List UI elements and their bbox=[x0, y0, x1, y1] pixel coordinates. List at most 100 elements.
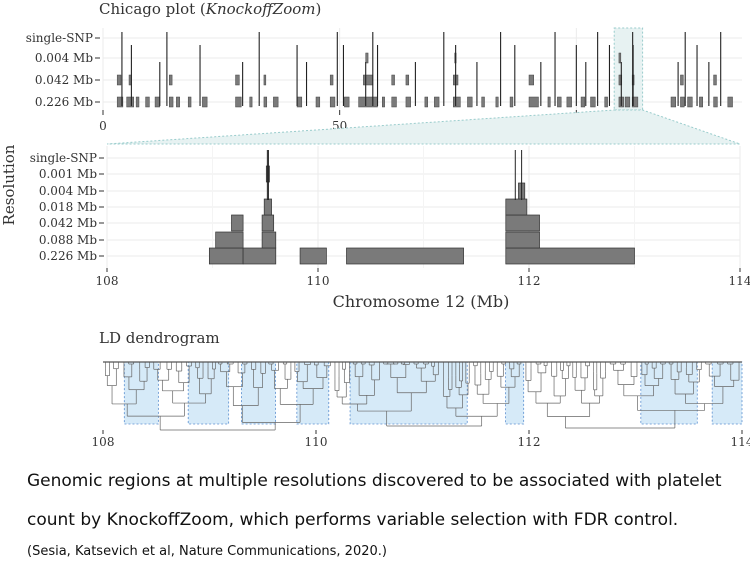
dendrogram-x-ticks: 108 110 112 114 bbox=[92, 430, 750, 449]
caption-line-1: Genomic regions at multiple resolutions … bbox=[27, 471, 722, 491]
x-axis-label: Chromosome 12 (Mb) bbox=[333, 292, 510, 311]
dendrogram-highlight bbox=[123, 361, 159, 425]
overview-y-tick-label: 0.226 Mb bbox=[35, 95, 93, 109]
overview-y-tick-label: 0.042 Mb bbox=[35, 73, 93, 87]
zoom-region bbox=[505, 247, 635, 265]
dendrogram-x-tick-label: 112 bbox=[518, 435, 541, 449]
overview-region bbox=[547, 96, 551, 108]
overview-region bbox=[727, 96, 733, 108]
overview-region bbox=[713, 96, 718, 108]
zoom-region bbox=[261, 214, 275, 232]
overview-region bbox=[467, 96, 473, 108]
overview-region bbox=[363, 74, 374, 86]
overview-region bbox=[382, 96, 385, 108]
overview-region bbox=[169, 96, 174, 108]
zoom-y-tick-label: 0.018 Mb bbox=[39, 200, 97, 214]
dendrogram-highlight bbox=[711, 361, 743, 425]
overview-region bbox=[126, 96, 135, 108]
zoom-region bbox=[346, 247, 464, 265]
overview-region bbox=[670, 96, 676, 108]
overview-region bbox=[176, 96, 180, 108]
zoom-y-tick-label: 0.001 Mb bbox=[39, 167, 97, 181]
overview-region bbox=[405, 96, 411, 108]
overview-region bbox=[365, 52, 369, 64]
overview-region bbox=[263, 74, 267, 86]
zoom-region bbox=[505, 214, 540, 232]
caption-line-2: count by KnockoffZoom, which performs va… bbox=[27, 510, 679, 530]
overview-region bbox=[202, 96, 208, 108]
overview-region bbox=[145, 96, 150, 108]
overview-region bbox=[235, 96, 242, 108]
overview-region bbox=[424, 96, 428, 108]
overview-region bbox=[624, 96, 631, 108]
zoom-y-tick-label: single-SNP bbox=[30, 151, 97, 165]
overview-region bbox=[116, 74, 122, 86]
zoom-y-tick-label: 0.226 Mb bbox=[39, 249, 97, 263]
dendrogram-highlight bbox=[640, 361, 698, 425]
overview-region bbox=[713, 74, 717, 86]
zoom-y-ticks: single-SNP 0.001 Mb 0.004 Mb 0.018 Mb 0.042 … bbox=[30, 151, 104, 263]
zoom-connector bbox=[106, 109, 741, 145]
overview-region bbox=[329, 96, 336, 108]
dendrogram-x-tick-label: 108 bbox=[92, 435, 115, 449]
overview-region bbox=[154, 96, 161, 108]
overview-region bbox=[187, 96, 192, 108]
overview-region bbox=[687, 96, 693, 108]
overview-region bbox=[528, 74, 534, 86]
dendrogram-tree bbox=[103, 361, 742, 431]
zoom-region bbox=[263, 198, 272, 216]
top-title: Chicago plot (KnockoffZoom) bbox=[99, 0, 321, 18]
overview-grid bbox=[102, 28, 742, 110]
overview-region bbox=[566, 96, 572, 108]
dendrogram-x-tick-label: 110 bbox=[305, 435, 328, 449]
zoom-x-tick-label: 112 bbox=[518, 274, 541, 288]
zoom-region bbox=[299, 247, 327, 265]
overview-region bbox=[263, 96, 268, 108]
overview-region bbox=[391, 96, 397, 108]
overview-region bbox=[296, 96, 303, 108]
overview-region bbox=[604, 96, 608, 108]
zoom-region bbox=[231, 214, 244, 232]
overview-region bbox=[509, 96, 514, 108]
overview-region bbox=[590, 96, 596, 108]
zoom-region bbox=[505, 231, 540, 249]
zoom-x-tick-label: 108 bbox=[96, 274, 119, 288]
overview-region bbox=[453, 96, 461, 108]
zoom-regions bbox=[208, 150, 635, 265]
zoom-region bbox=[242, 247, 277, 265]
dendrogram-x-tick-label: 114 bbox=[731, 435, 750, 449]
zoom-region bbox=[208, 247, 244, 265]
overview-x-tick-label: 0 bbox=[99, 119, 107, 133]
overview-region bbox=[528, 96, 539, 108]
overview-region bbox=[618, 52, 622, 64]
zoom-window bbox=[613, 27, 644, 111]
overview-region bbox=[344, 96, 350, 108]
zoom-x-tick-label: 114 bbox=[729, 274, 750, 288]
overview-region bbox=[434, 96, 440, 108]
overview-y-tick-label: single-SNP bbox=[26, 31, 93, 45]
overview-region bbox=[680, 74, 684, 86]
zoom-region bbox=[215, 231, 244, 249]
overview-region bbox=[699, 96, 703, 108]
overview-y-ticks: single-SNP 0.004 Mb 0.042 Mb 0.226 Mb bbox=[26, 31, 100, 109]
overview-region bbox=[557, 96, 562, 108]
overview-region bbox=[135, 96, 140, 108]
zoom-window-box bbox=[613, 27, 644, 111]
overview-region bbox=[116, 96, 124, 108]
overview-region bbox=[358, 96, 378, 108]
overview-region bbox=[249, 96, 253, 108]
dendrogram-title: LD dendrogram bbox=[99, 329, 220, 347]
zoom-region bbox=[505, 198, 528, 216]
overview-region bbox=[235, 74, 240, 86]
zoom-region bbox=[261, 231, 277, 249]
zoom-y-tick-label: 0.042 Mb bbox=[39, 216, 97, 230]
overview-region bbox=[273, 96, 279, 108]
overview-region bbox=[315, 96, 321, 108]
overview-region bbox=[405, 74, 410, 86]
y-axis-label: Resolution bbox=[0, 144, 18, 225]
overview-region bbox=[329, 74, 334, 86]
zoom-y-tick-label: 0.004 Mb bbox=[39, 184, 97, 198]
zoom-region bbox=[265, 165, 270, 183]
figure: Chicago plot (KnockoffZoom) single-SNP 0.… bbox=[0, 0, 750, 449]
overview-region bbox=[169, 74, 173, 86]
